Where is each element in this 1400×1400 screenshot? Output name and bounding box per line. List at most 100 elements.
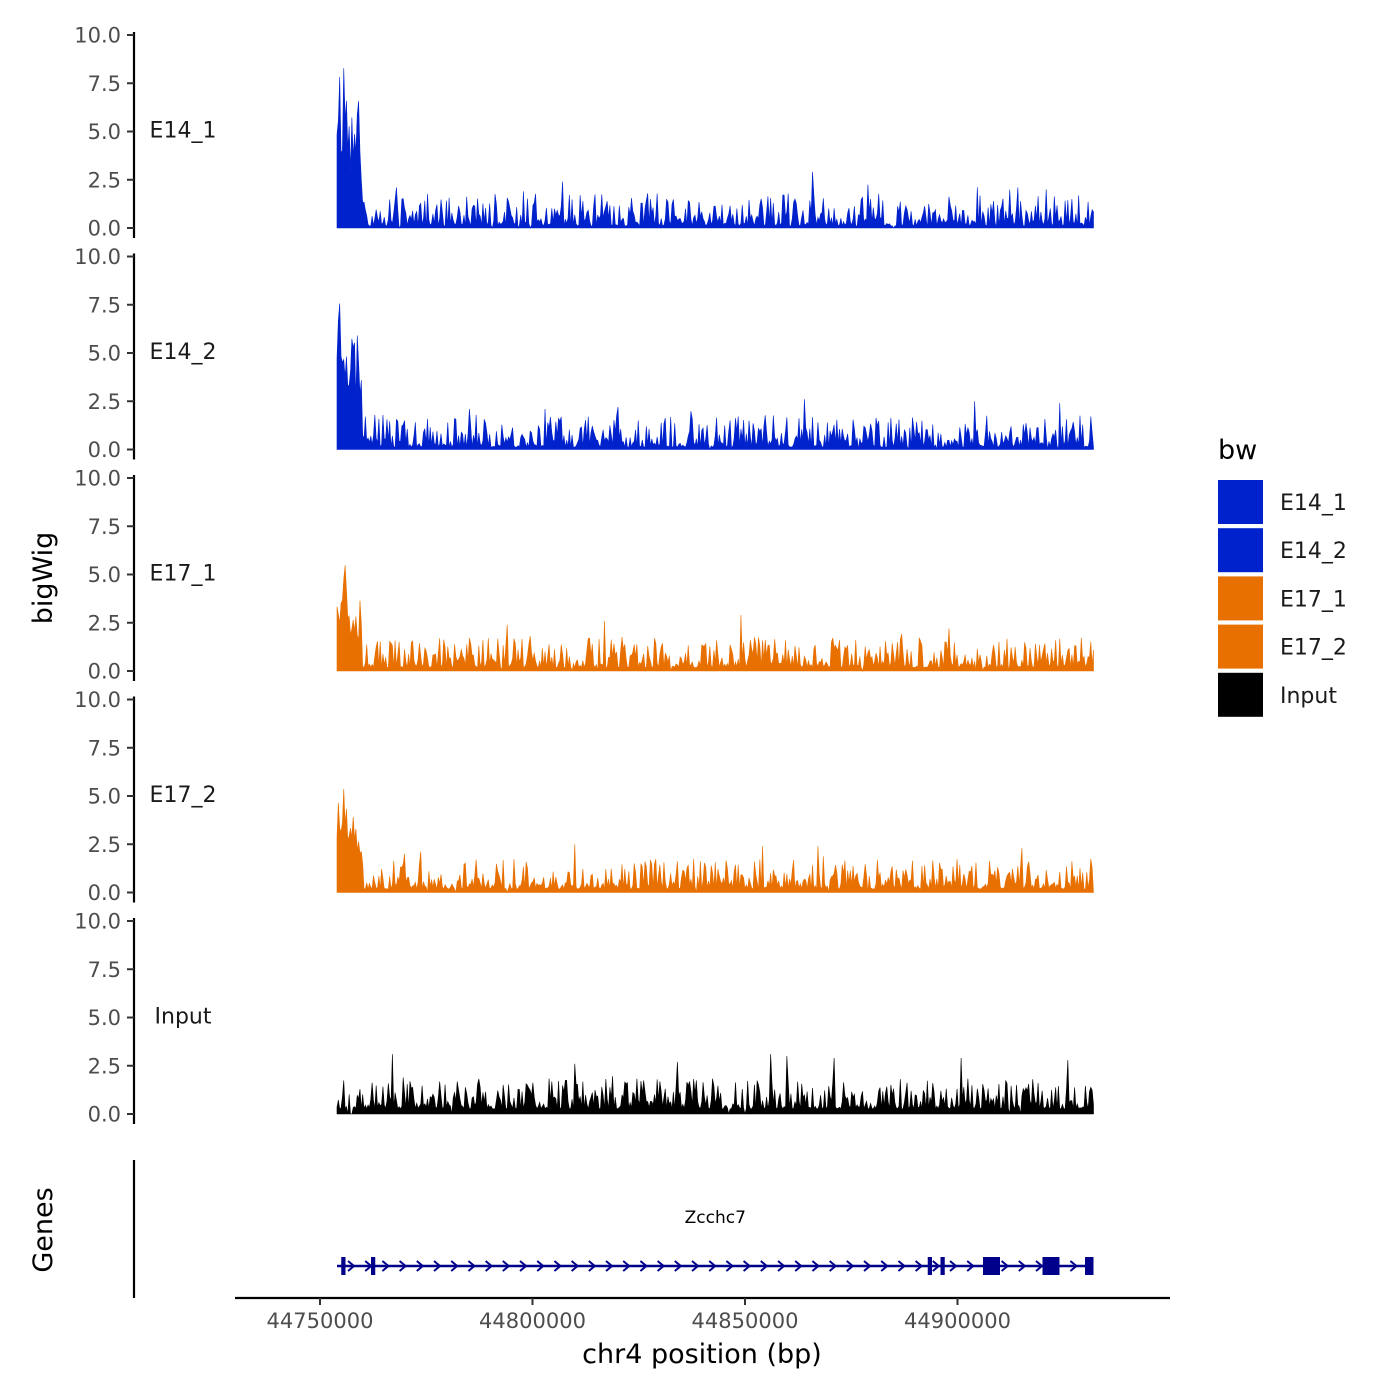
y-tick-label: 0.0 xyxy=(88,217,121,241)
gene-direction-arrow xyxy=(398,1260,408,1272)
y-tick-label: 5.0 xyxy=(88,1006,121,1030)
legend-swatch-E14_1 xyxy=(1218,480,1263,524)
gene-name-label: Zcchc7 xyxy=(685,1208,746,1228)
signal-area-E14_2 xyxy=(336,303,1094,451)
gene-direction-arrow xyxy=(880,1260,889,1272)
y-tick-label: 0.0 xyxy=(88,1103,121,1127)
track-label: E14_1 xyxy=(150,118,217,143)
gene-direction-arrow xyxy=(863,1260,872,1272)
gene-direction-arrow xyxy=(691,1260,700,1272)
y-tick-label: 2.5 xyxy=(88,390,121,414)
signal-area-E14_1 xyxy=(336,68,1094,230)
genes-axis-title: Genes xyxy=(28,1187,59,1272)
y-axis-title: bigWig xyxy=(28,532,59,625)
gene-direction-arrow xyxy=(588,1260,597,1272)
gene-direction-arrow xyxy=(674,1260,683,1272)
gene-direction-arrow xyxy=(502,1260,511,1272)
track-E14_2: 0.0 2.5 5.0 7.5 10.0 E14_2 xyxy=(74,245,1094,462)
y-tick-label: 5.0 xyxy=(88,120,121,144)
gene-direction-arrow xyxy=(622,1260,631,1272)
gene-direction-arrow xyxy=(639,1260,648,1272)
gene-exon xyxy=(1042,1257,1060,1275)
gene-direction-arrow xyxy=(1035,1260,1044,1272)
y-tick-label: 2.5 xyxy=(88,168,121,192)
gene-direction-arrow xyxy=(416,1260,425,1272)
track-E17_2: 0.0 2.5 5.0 7.5 10.0 E17_2 xyxy=(74,688,1094,905)
track-Input: 0.0 2.5 5.0 7.5 10.0 Input xyxy=(74,910,1094,1127)
gene-exon xyxy=(940,1257,945,1275)
gene-direction-arrow xyxy=(949,1260,958,1272)
track-E14_1: 0.0 2.5 5.0 7.5 10.0 E14_1 xyxy=(74,24,1094,241)
gene-direction-arrow xyxy=(536,1260,545,1272)
gene-direction-arrow xyxy=(828,1260,838,1272)
gene-direction-arrow xyxy=(725,1260,734,1272)
gene-direction-arrow xyxy=(381,1260,390,1272)
legend-label-Input: Input xyxy=(1280,684,1337,709)
track-label: Input xyxy=(155,1004,212,1029)
tracks-layer: 0.0 2.5 5.0 7.5 10.0 E14_1 0.0 2.5 5.0 7.5 10.0 E14… xyxy=(74,24,1094,1127)
legend-swatch-E17_1 xyxy=(1218,576,1263,621)
x-tick-label: 44800000 xyxy=(479,1309,586,1333)
legend-title: bw xyxy=(1218,435,1257,466)
gene-direction-arrow xyxy=(846,1260,855,1272)
y-tick-label: 7.5 xyxy=(88,736,121,760)
y-tick-label: 2.5 xyxy=(88,611,121,635)
gene-exon xyxy=(927,1257,932,1275)
gene-exon xyxy=(371,1257,376,1275)
y-tick-label: 10.0 xyxy=(74,910,121,934)
y-tick-label: 10.0 xyxy=(74,245,121,269)
y-tick-label: 7.5 xyxy=(88,958,121,982)
gene-direction-arrow xyxy=(519,1260,528,1272)
gene-direction-arrow xyxy=(760,1260,769,1272)
x-tick-label: 44750000 xyxy=(267,1309,374,1333)
x-tick-label: 44900000 xyxy=(904,1309,1011,1333)
gene-direction-arrow xyxy=(433,1260,442,1272)
legend-label-E17_1: E17_1 xyxy=(1280,587,1347,612)
gene-direction-arrow xyxy=(570,1260,580,1272)
y-tick-label: 5.0 xyxy=(88,563,121,587)
gene-direction-arrow xyxy=(1069,1260,1078,1272)
track-label: E17_2 xyxy=(150,783,217,808)
y-tick-label: 0.0 xyxy=(88,660,121,684)
y-tick-label: 2.5 xyxy=(88,833,121,857)
legend-label-E14_2: E14_2 xyxy=(1280,539,1347,564)
gene-direction-arrow xyxy=(605,1260,614,1272)
y-tick-label: 0.0 xyxy=(88,438,121,462)
gene-exon xyxy=(983,1257,1000,1275)
x-axis-title: chr4 position (bp) xyxy=(582,1339,822,1370)
legend-swatch-E14_2 xyxy=(1218,528,1263,573)
gene-direction-arrow xyxy=(914,1260,924,1272)
track-label: E17_1 xyxy=(150,561,217,586)
gene-direction-arrow xyxy=(708,1260,717,1272)
gene-direction-arrow xyxy=(656,1260,666,1272)
y-tick-label: 7.5 xyxy=(88,293,121,317)
gene-direction-arrow xyxy=(553,1260,562,1272)
gene-direction-arrow xyxy=(811,1260,820,1272)
signal-area-E17_1 xyxy=(336,565,1094,673)
gene-direction-arrow xyxy=(450,1260,459,1272)
y-tick-label: 10.0 xyxy=(74,467,121,491)
y-tick-label: 7.5 xyxy=(88,515,121,539)
gene-direction-arrow xyxy=(1000,1260,1010,1272)
y-tick-label: 0.0 xyxy=(88,881,121,905)
x-axis: 44750000 44800000 44850000 44900000 xyxy=(235,1296,1170,1333)
gene-direction-arrow xyxy=(484,1260,494,1272)
legend-swatch-E17_2 xyxy=(1218,624,1263,669)
gene-direction-arrow xyxy=(467,1260,476,1272)
y-tick-label: 7.5 xyxy=(88,72,121,96)
x-tick-label: 44850000 xyxy=(692,1309,799,1333)
y-tick-label: 5.0 xyxy=(88,342,121,366)
legend: bw E14_1 E14_2 E17_1 E17_2 Input xyxy=(1218,435,1347,717)
signal-area-E17_2 xyxy=(336,788,1094,894)
y-tick-label: 2.5 xyxy=(88,1054,121,1078)
gene-direction-arrow xyxy=(347,1260,356,1272)
y-tick-label: 10.0 xyxy=(74,688,121,712)
legend-swatch-Input xyxy=(1218,672,1263,717)
genes-panel: Zcchc7 xyxy=(132,1160,1094,1298)
gene-direction-arrow xyxy=(794,1260,803,1272)
gene-direction-arrow xyxy=(777,1260,786,1272)
y-tick-label: 5.0 xyxy=(88,785,121,809)
gene-exon xyxy=(341,1257,346,1275)
gene-direction-arrow xyxy=(932,1260,941,1272)
